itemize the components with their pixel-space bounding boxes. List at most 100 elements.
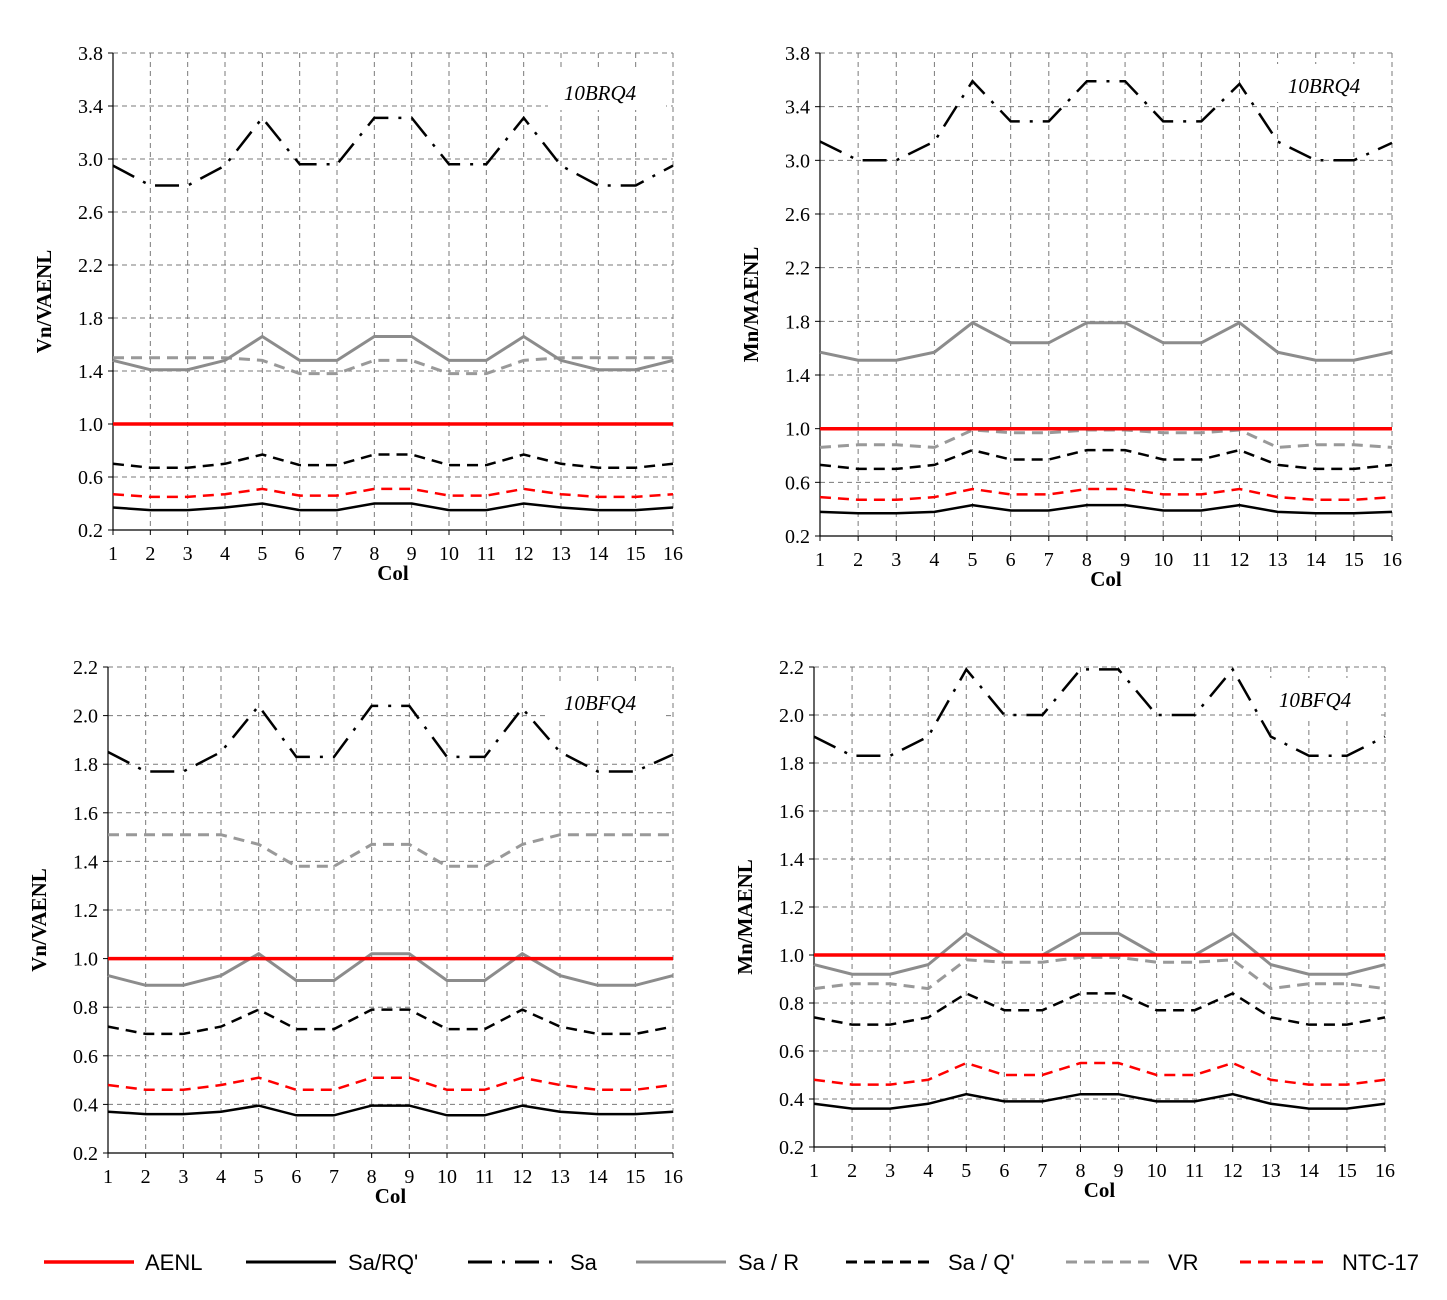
y-tick-label: 2.2 <box>78 255 103 277</box>
x-tick-label: 9 <box>404 1166 414 1188</box>
series-line-NTC <box>813 1061 1386 1086</box>
x-tick-label: 6 <box>291 1166 301 1188</box>
chart-panel-bottom-right: 0.20.40.60.81.01.21.41.61.82.02.21 2 3 4 5 6 7… <box>733 657 1395 1202</box>
y-tick-label: 3.0 <box>78 149 103 171</box>
y-tick-label: 1.8 <box>73 754 98 776</box>
series-line-NTC <box>819 487 1393 502</box>
legend-label-SaR: Sa / R <box>738 1250 799 1275</box>
x-axis-title: Col <box>377 561 409 585</box>
series-line-VR <box>113 356 673 376</box>
y-tick-label: 2.6 <box>78 202 103 224</box>
x-tick-label: 6 <box>999 1160 1009 1182</box>
y-tick-label: 0.8 <box>73 997 98 1019</box>
series-line-NTC <box>112 487 674 499</box>
x-tick-label: 1 <box>103 1166 113 1188</box>
y-tick-label: 0.4 <box>779 1089 804 1111</box>
grid <box>820 52 1393 536</box>
y-tick-label: 2.0 <box>779 705 804 727</box>
x-tick-label: 15 <box>1344 549 1364 571</box>
x-tick-label: 3 <box>178 1166 188 1188</box>
x-tick-label: 7 <box>1044 549 1054 571</box>
x-tick-label: 2 <box>853 549 863 571</box>
x-tick-label: 11 <box>1192 549 1211 571</box>
series-line-SaRQ <box>112 502 674 512</box>
x-tick-label: 13 <box>551 543 571 565</box>
y-tick-label: 1.4 <box>779 849 804 871</box>
x-tick-label: 16 <box>663 543 683 565</box>
x-tick-label: 11 <box>477 543 496 565</box>
y-tick-label: 1.0 <box>779 945 804 967</box>
x-tick-label: 1 <box>809 1160 819 1182</box>
y-tick-label: 2.2 <box>785 258 810 280</box>
y-tick-label: 2.2 <box>73 657 98 679</box>
legend: AENL Sa/RQ' Sa Sa / R Sa / Q' VR NTC-17 <box>44 1250 1419 1275</box>
y-tick-label: 0.2 <box>779 1137 804 1159</box>
x-tick-label: 15 <box>625 1166 645 1188</box>
x-tick-label: 8 <box>1082 549 1092 571</box>
x-tick-label: 14 <box>588 1166 608 1188</box>
grid <box>814 666 1386 1147</box>
legend-label-SaQ: Sa / Q' <box>948 1250 1015 1275</box>
x-tick-label: 14 <box>588 543 608 565</box>
series-line-Sa <box>107 703 674 773</box>
legend-label-AENL: AENL <box>145 1250 202 1275</box>
x-tick-label: 4 <box>929 549 939 571</box>
y-tick-label: 3.8 <box>78 43 103 65</box>
y-tick-label: 2.0 <box>73 706 98 728</box>
x-tick-label: 5 <box>257 543 267 565</box>
series-line-SaRQ <box>819 503 1393 515</box>
x-tick-label: 8 <box>367 1166 377 1188</box>
series-line-SaR <box>813 931 1386 976</box>
series-line-VR <box>819 428 1393 449</box>
x-tick-label: 13 <box>1268 549 1288 571</box>
y-tick-label: 1.8 <box>785 311 810 333</box>
x-tick-label: 11 <box>1185 1160 1204 1182</box>
series-line-SaQ <box>107 1008 674 1036</box>
x-tick-label: 8 <box>369 543 379 565</box>
panel-label: 10BFQ4 <box>564 691 637 715</box>
y-tick-label: 2.2 <box>779 657 804 679</box>
y-tick-label: 0.4 <box>73 1094 98 1116</box>
x-tick-label: 6 <box>1006 549 1016 571</box>
x-tick-label: 9 <box>1120 549 1130 571</box>
legend-label-VR: VR <box>1168 1250 1199 1275</box>
panel-label-bg <box>548 682 666 720</box>
y-tick-label: 0.6 <box>785 472 810 494</box>
chart-panel-top-right: 0.20.61.01.41.82.22.63.03.43.81 2 3 4 5 6 7 8 9 1… <box>739 43 1402 591</box>
x-tick-label: 12 <box>514 543 534 565</box>
series-line-SaQ <box>819 448 1393 471</box>
series-line-NTC <box>107 1076 674 1092</box>
y-tick-label: 0.6 <box>73 1046 98 1068</box>
x-tick-label: 16 <box>663 1166 683 1188</box>
x-tick-label: 2 <box>847 1160 857 1182</box>
x-tick-label: 9 <box>407 543 417 565</box>
x-tick-label: 7 <box>332 543 342 565</box>
panel-label-bg <box>548 70 666 110</box>
panel-label: 10BFQ4 <box>1279 688 1352 712</box>
x-tick-label: 11 <box>475 1166 494 1188</box>
x-tick-label: 12 <box>512 1166 532 1188</box>
y-tick-label: 2.6 <box>785 204 810 226</box>
series-line-Sa <box>813 667 1386 758</box>
y-tick-label: 3.0 <box>785 150 810 172</box>
y-tick-label: 1.6 <box>779 801 804 823</box>
x-tick-label: 1 <box>815 549 825 571</box>
x-tick-label: 5 <box>968 549 978 571</box>
legend-label-NTC: NTC-17 <box>1342 1250 1419 1275</box>
y-tick-label: 0.2 <box>785 526 810 548</box>
series-line-Sa <box>112 115 674 187</box>
x-axis-title: Col <box>375 1184 407 1208</box>
grid <box>108 666 674 1153</box>
y-tick-label: 0.6 <box>78 467 103 489</box>
series-line-SaR <box>112 334 674 372</box>
x-tick-label: 16 <box>1382 549 1402 571</box>
x-tick-label: 13 <box>550 1166 570 1188</box>
x-tick-label: 15 <box>626 543 646 565</box>
x-tick-label: 1 <box>108 543 118 565</box>
y-tick-label: 1.0 <box>78 414 103 436</box>
x-tick-label: 5 <box>961 1160 971 1182</box>
y-axis-title: Mn/MAENL <box>733 859 757 975</box>
y-tick-label: 1.4 <box>785 365 810 387</box>
x-tick-label: 15 <box>1337 1160 1357 1182</box>
